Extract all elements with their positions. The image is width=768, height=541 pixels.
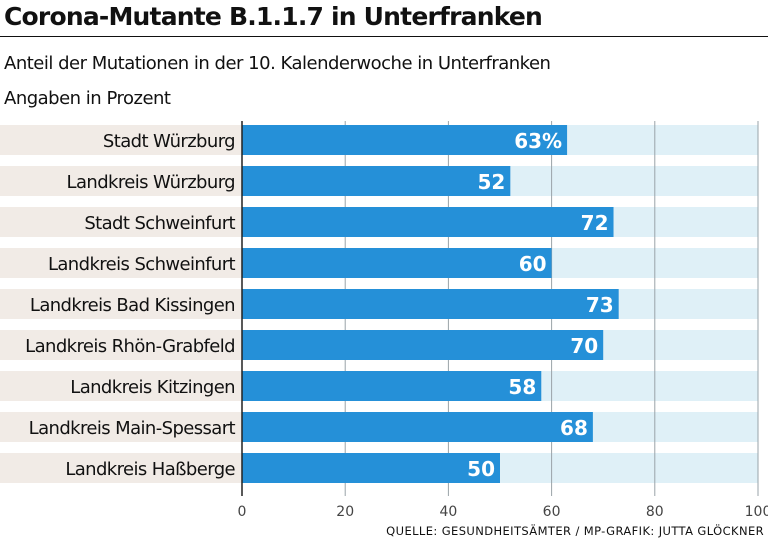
value-label: 68 [560, 416, 588, 440]
x-tick-label: 100 [745, 504, 768, 520]
bar [242, 453, 500, 483]
category-label: Landkreis Bad Kissingen [30, 295, 235, 316]
value-label: 52 [477, 170, 505, 194]
x-tick-label: 0 [238, 504, 247, 520]
row-label-band [0, 412, 242, 442]
row-label-band [0, 207, 242, 237]
category-label: Stadt Würzburg [103, 131, 235, 152]
row-label-band [0, 453, 242, 483]
bar [242, 166, 511, 196]
bar [242, 371, 542, 401]
source-credit: QUELLE: GESUNDHEITSÄMTER / MP-GRAFIK: JU… [386, 524, 764, 538]
chart-subtitle: Anteil der Mutationen in der 10. Kalende… [4, 53, 551, 74]
category-label: Landkreis Haßberge [65, 459, 235, 480]
x-tick-label: 80 [646, 504, 664, 520]
category-label: Landkreis Würzburg [67, 172, 235, 193]
value-label: 70 [570, 334, 598, 358]
category-label: Landkreis Schweinfurt [48, 254, 236, 275]
value-label: 50 [467, 457, 495, 481]
bar [242, 248, 552, 278]
value-label: 58 [508, 375, 536, 399]
row-label-band [0, 166, 242, 196]
row-label-band [0, 371, 242, 401]
x-tick-label: 40 [439, 504, 457, 520]
bar [242, 207, 614, 237]
title-divider [0, 36, 768, 37]
category-label: Landkreis Rhön-Grabfeld [25, 336, 235, 357]
row-label-band [0, 330, 242, 360]
value-label: 73 [586, 293, 614, 317]
category-label: Landkreis Main-Spessart [29, 418, 236, 439]
bar [242, 330, 604, 360]
x-tick-label: 20 [336, 504, 354, 520]
chart-title: Corona-Mutante B.1.1.7 in Unterfranken [4, 2, 543, 31]
x-tick-label: 60 [543, 504, 561, 520]
row-label-band [0, 289, 242, 319]
bar [242, 289, 619, 319]
bar [242, 125, 568, 155]
bar [242, 412, 593, 442]
category-label: Stadt Schweinfurt [84, 213, 235, 234]
value-label: 63% [514, 129, 562, 153]
row-label-band [0, 248, 242, 278]
category-label: Landkreis Kitzingen [70, 377, 235, 398]
unit-note: Angaben in Prozent [4, 88, 171, 109]
row-label-band [0, 125, 242, 155]
value-label: 72 [581, 211, 609, 235]
value-label: 60 [519, 252, 547, 276]
